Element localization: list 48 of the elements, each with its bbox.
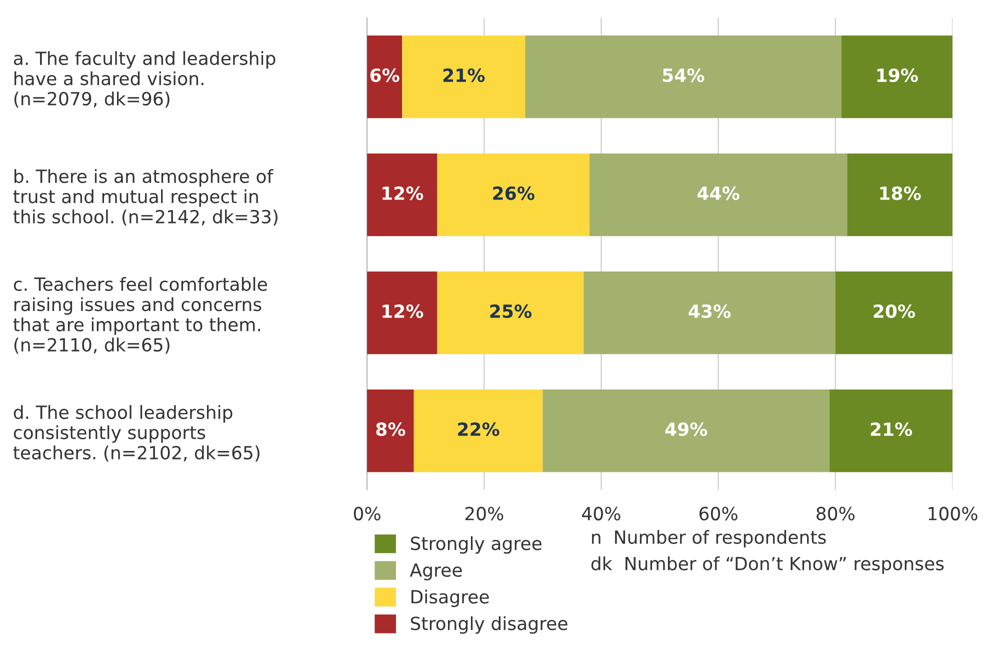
data-label: 25%	[490, 304, 532, 318]
data-label: 54%	[662, 68, 704, 82]
x-tick-label: 0%	[354, 506, 380, 520]
data-label: 8%	[376, 422, 406, 436]
data-label: 18%	[880, 186, 921, 200]
legend-label: Strongly disagree	[410, 616, 568, 634]
x-tick-label: 40%	[582, 506, 620, 520]
y-tick-label: c. Teachers feel comfortable raising issues and concerns that are important to them. (n=2110, dk=65)	[13, 277, 267, 354]
bar	[367, 36, 402, 118]
data-label: 43%	[688, 304, 731, 318]
x-tick-label: 20%	[465, 506, 504, 520]
data-label: 22%	[458, 422, 500, 436]
bar	[367, 154, 438, 236]
data-label: 19%	[877, 68, 918, 82]
legend-label: Agree	[410, 563, 462, 580]
bar	[584, 272, 836, 354]
x-tick-label: 100%	[928, 506, 978, 520]
y-tick-label: a. The faculty and leadership have a shared vision. (n=2079, dk=96)	[14, 51, 276, 108]
x-tick-label: 80%	[816, 506, 854, 520]
data-label: 21%	[870, 422, 912, 436]
y-tick-label: d. The school leadership consistently supports teachers. (n=2102, dk=65)	[13, 405, 260, 462]
x-tick-label: 60%	[700, 506, 738, 520]
data-label: 6%	[370, 68, 400, 82]
data-label: 44%	[698, 186, 740, 200]
data-label: 12%	[382, 186, 424, 200]
bar	[835, 272, 953, 354]
text: n Number of respondents	[592, 530, 826, 548]
bar	[437, 272, 584, 354]
legend-label: Disagree	[411, 590, 489, 608]
bar	[830, 390, 953, 472]
data-label: 12%	[382, 304, 424, 318]
bar	[414, 390, 543, 472]
bar	[525, 36, 842, 118]
bar	[437, 154, 590, 236]
legend-label: Strongly agree	[410, 536, 542, 554]
data-label: 49%	[665, 422, 708, 436]
bar	[590, 154, 848, 236]
bar	[847, 154, 953, 236]
data-label: 21%	[443, 68, 485, 82]
bar	[367, 390, 414, 472]
y-tick-label: b. There is an atmosphere of trust and mutual respect in this school. (n=2142, dk=33)	[13, 169, 278, 226]
data-label: 26%	[493, 186, 534, 200]
text: dk Number of “Don’t Know” responses	[591, 556, 944, 574]
bar	[841, 36, 953, 118]
bar	[402, 36, 526, 118]
bar	[367, 272, 438, 354]
bar	[542, 390, 830, 472]
data-label: 20%	[874, 304, 915, 318]
